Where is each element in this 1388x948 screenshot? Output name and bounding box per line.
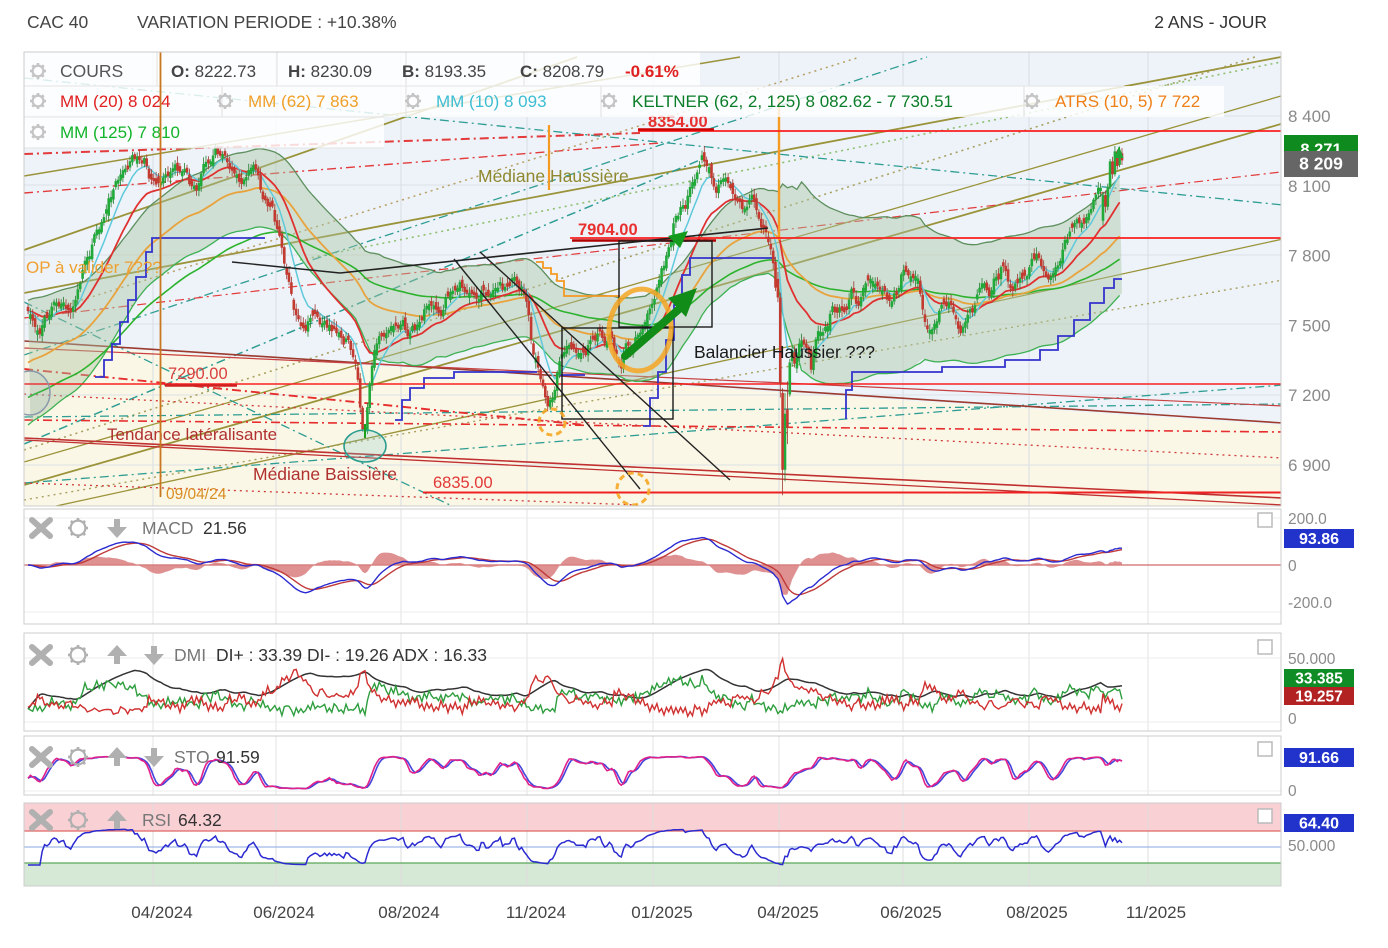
svg-text:-200.0: -200.0 (1288, 595, 1332, 612)
svg-text:8 400: 8 400 (1288, 107, 1331, 126)
svg-text:Médiane Haussière: Médiane Haussière (478, 166, 629, 186)
svg-text:0: 0 (1288, 558, 1297, 575)
svg-text:MACD: MACD (142, 518, 194, 538)
svg-text:MM (20) 8 024: MM (20) 8 024 (60, 92, 171, 111)
svg-text:STO: STO (174, 747, 210, 767)
svg-text:CAC 40: CAC 40 (27, 12, 89, 32)
svg-text:Balancier Haussier ???: Balancier Haussier ??? (694, 342, 875, 362)
svg-text:64.40: 64.40 (1299, 816, 1339, 833)
svg-text:ATRS (10, 5) 7 722: ATRS (10, 5) 7 722 (1055, 92, 1200, 111)
svg-text:64.32: 64.32 (178, 810, 222, 830)
svg-text:KELTNER (62, 2, 125) 8 082.62: KELTNER (62, 2, 125) 8 082.62 - 7 730.51 (632, 92, 953, 111)
svg-text:OP à valider 7???: OP à valider 7??? (26, 258, 162, 277)
svg-text:7 500: 7 500 (1288, 316, 1331, 335)
svg-text:C: 8208.79: C: 8208.79 (520, 62, 604, 81)
svg-text:21.56: 21.56 (203, 518, 247, 538)
svg-text:91.66: 91.66 (1299, 750, 1339, 767)
svg-text:-0.61%: -0.61% (625, 62, 679, 81)
svg-text:01/2025: 01/2025 (631, 903, 692, 922)
svg-text:11/2025: 11/2025 (1126, 903, 1186, 922)
svg-text:8354.00: 8354.00 (648, 113, 708, 131)
svg-text:Tendance latéralisante: Tendance latéralisante (107, 425, 277, 444)
svg-text:08/2025: 08/2025 (1006, 903, 1067, 922)
svg-text:6 900: 6 900 (1288, 456, 1331, 475)
svg-text:7 200: 7 200 (1288, 386, 1331, 405)
svg-text:MM (10) 8 093: MM (10) 8 093 (436, 92, 547, 111)
svg-text:91.59: 91.59 (216, 747, 260, 767)
svg-text:COURS: COURS (60, 61, 123, 81)
svg-text:6835.00: 6835.00 (433, 474, 493, 492)
svg-text:MM (125) 7 810: MM (125) 7 810 (60, 123, 180, 142)
svg-text:O: 8222.73: O: 8222.73 (171, 62, 256, 81)
svg-text:8 209: 8 209 (1299, 154, 1343, 174)
svg-text:19.257: 19.257 (1295, 689, 1342, 706)
svg-text:RSI: RSI (142, 810, 171, 830)
svg-text:0: 0 (1288, 711, 1297, 728)
svg-text:H: 8230.09: H: 8230.09 (288, 62, 372, 81)
svg-text:04/2024: 04/2024 (131, 903, 192, 922)
svg-text:8 100: 8 100 (1288, 177, 1331, 196)
svg-text:04/2025: 04/2025 (757, 903, 818, 922)
svg-text:50.000: 50.000 (1288, 838, 1336, 855)
svg-text:DMI: DMI (174, 645, 206, 665)
svg-text:7904.00: 7904.00 (578, 221, 638, 239)
svg-text:7290.00: 7290.00 (168, 365, 228, 383)
svg-text:11/2024: 11/2024 (506, 903, 566, 922)
svg-text:50.000: 50.000 (1288, 651, 1336, 668)
svg-text:06/2025: 06/2025 (880, 903, 941, 922)
svg-text:200.0: 200.0 (1288, 511, 1327, 528)
svg-text:DI+ : 33.39 DI- : 19.26 ADX :: DI+ : 33.39 DI- : 19.26 ADX : 16.33 (216, 645, 487, 665)
svg-text:MM (62) 7 863: MM (62) 7 863 (248, 92, 359, 111)
svg-text:08/2024: 08/2024 (378, 903, 439, 922)
svg-text:7 800: 7 800 (1288, 247, 1331, 266)
svg-text:93.86: 93.86 (1299, 531, 1339, 548)
svg-text:Médiane Baissière: Médiane Baissière (253, 464, 397, 484)
svg-text:09/04/24: 09/04/24 (166, 486, 227, 503)
svg-text:2 ANS - JOUR: 2 ANS - JOUR (1154, 12, 1267, 32)
svg-text:VARIATION PERIODE : +10.38%: VARIATION PERIODE : +10.38% (137, 12, 397, 32)
svg-text:0: 0 (1288, 783, 1297, 800)
svg-text:06/2024: 06/2024 (253, 903, 314, 922)
svg-text:B: 8193.35: B: 8193.35 (402, 62, 486, 81)
svg-text:33.385: 33.385 (1295, 671, 1343, 688)
